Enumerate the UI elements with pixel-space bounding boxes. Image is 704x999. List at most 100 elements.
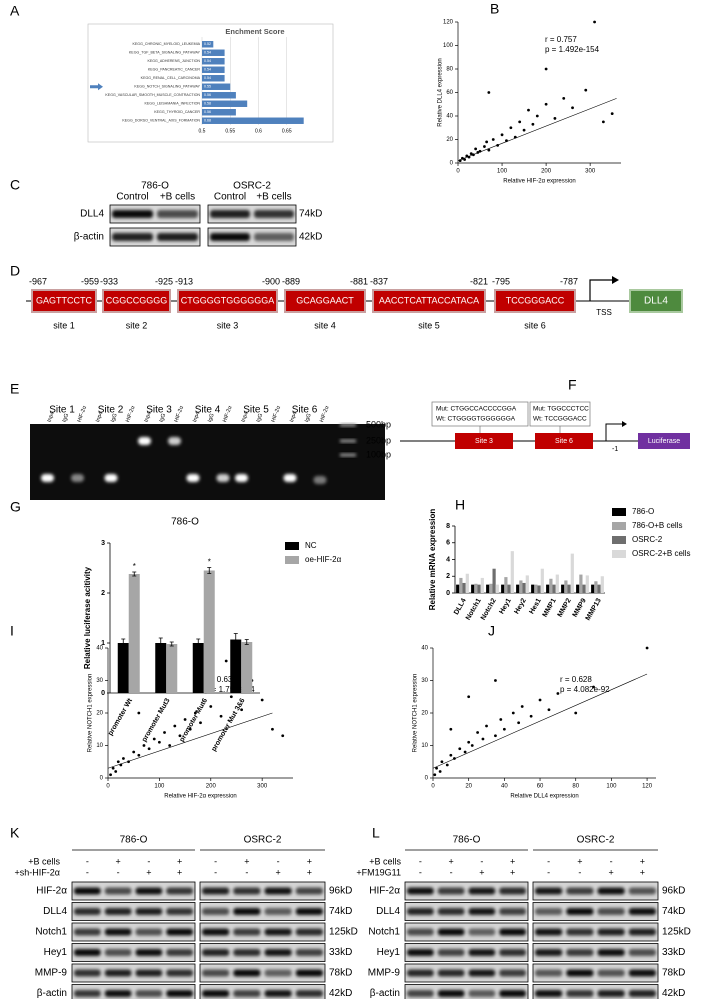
protein-label: Hey1	[44, 947, 68, 958]
site-label: Site 6	[555, 438, 573, 445]
point	[183, 718, 187, 721]
bar	[474, 583, 478, 593]
panel-label: E	[10, 381, 19, 397]
mutant-sequence: Mut: CTGGCCACCCCGGA	[436, 406, 517, 413]
bar	[507, 584, 511, 593]
category-label: KEGG_TGF_BETA_SIGNALING_PATHWAY	[129, 51, 201, 55]
chart-title: Enchment Score	[225, 27, 284, 36]
y-tick-label: 20	[446, 137, 453, 143]
blot-frame	[199, 963, 326, 983]
blot-band	[254, 233, 294, 241]
blot-band	[135, 887, 163, 895]
lane-label: IgG	[62, 413, 71, 423]
bar	[549, 578, 553, 593]
bar	[519, 580, 523, 593]
y-tick-label: 1	[101, 640, 105, 647]
bar	[192, 643, 204, 693]
site-name: site 5	[418, 320, 440, 330]
blot-band	[499, 949, 526, 956]
x-tick-label: 0	[456, 169, 460, 175]
point	[529, 714, 533, 718]
blot-band	[233, 887, 261, 895]
blot-frame	[532, 902, 659, 921]
bar	[480, 577, 484, 593]
y-tick-label: 100	[443, 43, 454, 49]
bar	[525, 575, 529, 593]
error-bar	[132, 571, 137, 577]
bar	[540, 568, 544, 593]
protein-label: HIF-2α	[36, 886, 67, 897]
blot-band	[628, 969, 656, 977]
x-tick-label: 100	[154, 784, 165, 790]
bar	[202, 75, 225, 82]
y-tick-label: 20	[421, 711, 428, 717]
point	[487, 91, 491, 94]
significance-label: *	[133, 562, 136, 571]
protein-label: Notch1	[35, 927, 67, 938]
x-tick-label: 300	[257, 784, 268, 790]
sign-label: +	[448, 856, 453, 866]
error-bar	[121, 638, 126, 648]
x-tick-label: 80	[572, 784, 579, 790]
site-start: -933	[100, 276, 118, 286]
sign-label: +	[479, 867, 484, 877]
x-tick-label: 60	[537, 784, 544, 790]
callout	[431, 401, 529, 427]
blot-band	[233, 990, 261, 997]
site-label: Site 1	[49, 405, 75, 416]
point	[481, 737, 485, 741]
lane-label: Inp4	[241, 411, 250, 423]
bar	[582, 584, 586, 593]
sign-label: -	[419, 867, 422, 877]
blot-band	[628, 887, 656, 895]
bar	[202, 41, 214, 48]
blot-band	[254, 210, 294, 218]
bar	[567, 584, 571, 593]
bar	[585, 575, 589, 593]
blot-band	[104, 949, 132, 956]
blot-band	[233, 969, 261, 977]
fit-line	[107, 712, 273, 769]
bar	[531, 584, 535, 593]
lane-label: IgG	[110, 413, 119, 423]
sign-label: +	[177, 856, 182, 866]
bar	[202, 117, 304, 124]
point	[485, 140, 489, 144]
blot-band	[166, 969, 193, 977]
site-start: -837	[370, 276, 388, 286]
sign-label: +	[307, 867, 312, 877]
fit-line	[457, 98, 617, 161]
blot-frame	[199, 881, 326, 901]
point	[114, 770, 118, 773]
blot-frame	[404, 881, 529, 901]
x-tick-label: 100	[606, 784, 617, 790]
protein-label: Notch1	[368, 927, 400, 938]
x-tick-label: promoter Mut 3&6	[211, 697, 247, 752]
point	[449, 727, 453, 731]
bar	[597, 584, 601, 593]
point	[610, 112, 614, 116]
site-sequence: GAGTTCCTC	[36, 295, 92, 305]
y-tick-label: 30	[96, 678, 103, 684]
point	[645, 646, 649, 650]
group-label: OSRC-2	[244, 835, 282, 846]
bar	[465, 573, 469, 593]
legend-label: NC	[305, 541, 317, 550]
x-tick-label: 40	[501, 784, 508, 790]
blot-band	[499, 990, 526, 997]
site-start: -967	[29, 276, 47, 286]
blot-frame	[532, 963, 659, 983]
bar	[202, 109, 236, 116]
value-label: 0.52	[204, 42, 211, 46]
bar	[552, 584, 556, 593]
wildtype-sequence: Wt: CTGGGGTGGGGGGA	[436, 416, 516, 423]
bar	[570, 553, 574, 593]
point	[440, 760, 444, 764]
blot-band	[157, 210, 198, 218]
arrow-head	[622, 421, 627, 427]
ladder-band	[340, 453, 356, 457]
blot-band	[437, 887, 465, 895]
point	[553, 116, 557, 120]
point	[240, 708, 244, 712]
